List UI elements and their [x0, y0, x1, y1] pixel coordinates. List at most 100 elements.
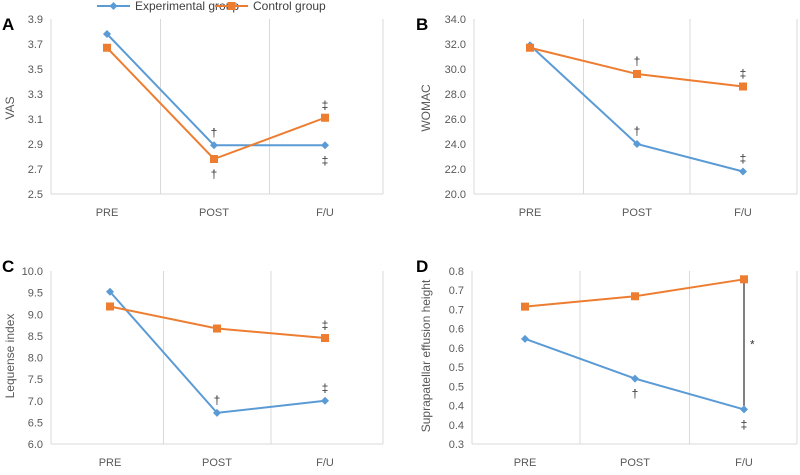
significance-mark: ‡ [322, 381, 329, 395]
series-line-control [109, 305, 326, 340]
y-tick-label: 0.4 [449, 401, 464, 413]
series-line-control [106, 47, 326, 161]
y-tick-label: 8.0 [28, 353, 43, 365]
y-tick-label: 0.7 [449, 285, 464, 297]
panel-d: 0.8 0.7 0.7 0.6 0.6 0.5 0.5 0.4 0.4 0.3 PRE POST F/U… [449, 266, 798, 469]
data-point-control [526, 43, 534, 52]
ylabel-lequense: Lequense index [3, 314, 17, 399]
data-point-control [633, 70, 641, 78]
data-point-control [739, 82, 747, 91]
y-tick-label: 10.0 [22, 266, 43, 278]
x-tick-label: F/U [734, 207, 752, 219]
y-tick-label: 3.1 [28, 114, 43, 126]
y-tick-label: 20.0 [445, 189, 466, 201]
y-tick-label: 22.0 [445, 164, 466, 176]
data-point-control [213, 324, 221, 333]
significance-mark: ‡ [741, 417, 748, 431]
x-tick-label: PRE [519, 207, 542, 219]
y-tick-label: 3.3 [28, 89, 43, 101]
significance-mark: ‡ [740, 67, 747, 81]
x-tick-label: POST [199, 207, 229, 219]
y-tick-label: 0.5 [449, 381, 464, 393]
y-tick-label: 7.5 [28, 374, 43, 386]
significance-mark: † [211, 125, 218, 139]
x-tick-label: F/U [316, 207, 334, 219]
y-tick-label: 2.5 [28, 189, 43, 201]
data-point-control [106, 302, 114, 311]
x-tick-label: PRE [99, 457, 122, 469]
data-point-experimental [213, 408, 221, 417]
x-tick-label: PRE [514, 457, 537, 469]
significance-mark: † [211, 167, 218, 181]
x-tick-label: F/U [735, 457, 753, 469]
panel-letter-b: B [416, 15, 428, 34]
y-tick-label: 3.5 [28, 64, 43, 76]
data-point-control [103, 43, 111, 52]
y-tick-label: 0.6 [449, 324, 464, 336]
data-point-experimental [321, 141, 329, 150]
data-point-control [740, 275, 748, 284]
legend: Experimental group Control group [97, 0, 326, 13]
ylabel-effusion: Suprapatellar effusion height [419, 279, 433, 432]
panel-letter-a: A [2, 15, 14, 34]
y-tick-label: 0.5 [449, 362, 464, 374]
y-tick-label: 28.0 [445, 89, 466, 101]
data-point-control [631, 292, 639, 301]
significance-mark: † [632, 387, 639, 401]
y-tick-label: 30.0 [445, 64, 466, 76]
data-point-experimental [106, 287, 114, 296]
legend-experimental-label: Experimental group [135, 0, 239, 13]
data-point-experimental [321, 396, 329, 405]
y-tick-label: 24.0 [445, 139, 466, 151]
data-point-experimental [739, 167, 747, 176]
y-tick-label: 0.6 [449, 343, 464, 355]
y-tick-label: 3.7 [28, 39, 43, 51]
data-point-experimental [633, 140, 641, 148]
y-tick-label: 3.9 [28, 14, 43, 26]
significance-mark: ‡ [322, 318, 329, 332]
significance-mark: † [634, 54, 641, 68]
y-tick-label: 2.7 [28, 164, 43, 176]
y-tick-label: 32.0 [445, 39, 466, 51]
data-point-control [521, 302, 529, 311]
x-tick-label: F/U [316, 457, 334, 469]
y-tick-label: 9.0 [28, 309, 43, 321]
panel-c: 10.0 9.5 9.0 8.5 8.0 7.5 7.0 6.5 6.0 PRE POST F/U ‡ †… [22, 266, 384, 469]
significance-mark: ‡ [322, 98, 329, 112]
y-tick-label: 0.3 [449, 439, 464, 451]
significance-mark: ‡ [322, 153, 329, 167]
data-point-experimental [631, 374, 639, 383]
data-point-control [210, 155, 218, 163]
ylabel-womac: WOMAC [419, 84, 433, 132]
y-tick-label: 26.0 [445, 114, 466, 126]
data-point-control [321, 113, 329, 122]
y-tick-label: 8.5 [28, 331, 43, 343]
panel-b: 34.0 32.0 30.0 28.0 26.0 24.0 22.0 20.0 PRE POST F… [445, 14, 798, 219]
legend-experimental-marker [109, 2, 118, 10]
x-tick-label: POST [622, 207, 652, 219]
ylabel-vas: VAS [3, 96, 17, 119]
data-point-control [321, 334, 329, 343]
y-tick-label: 2.9 [28, 139, 43, 151]
y-tick-label: 0.8 [449, 266, 464, 278]
legend-control-label: Control group [253, 0, 326, 13]
significance-star: * [750, 337, 755, 351]
panel-letter-d: D [416, 257, 428, 276]
significance-mark: † [634, 124, 641, 138]
x-tick-label: POST [620, 457, 650, 469]
y-tick-label: 7.0 [28, 396, 43, 408]
y-tick-label: 0.4 [449, 420, 464, 432]
y-tick-label: 0.7 [449, 304, 464, 316]
panel-a: 3.9 3.7 3.5 3.3 3.1 2.9 2.7 2.5 PRE POST F/U † † ‡ ‡ [28, 14, 384, 219]
significance-mark: ‡ [740, 152, 747, 166]
data-point-experimental [521, 334, 529, 343]
significance-mark: † [214, 393, 221, 407]
x-tick-label: PRE [96, 207, 119, 219]
y-tick-label: 34.0 [445, 14, 466, 26]
legend-control-marker [227, 2, 236, 10]
y-tick-label: 6.0 [28, 439, 43, 451]
panel-letter-c: C [2, 257, 14, 276]
y-tick-label: 9.5 [28, 288, 43, 300]
